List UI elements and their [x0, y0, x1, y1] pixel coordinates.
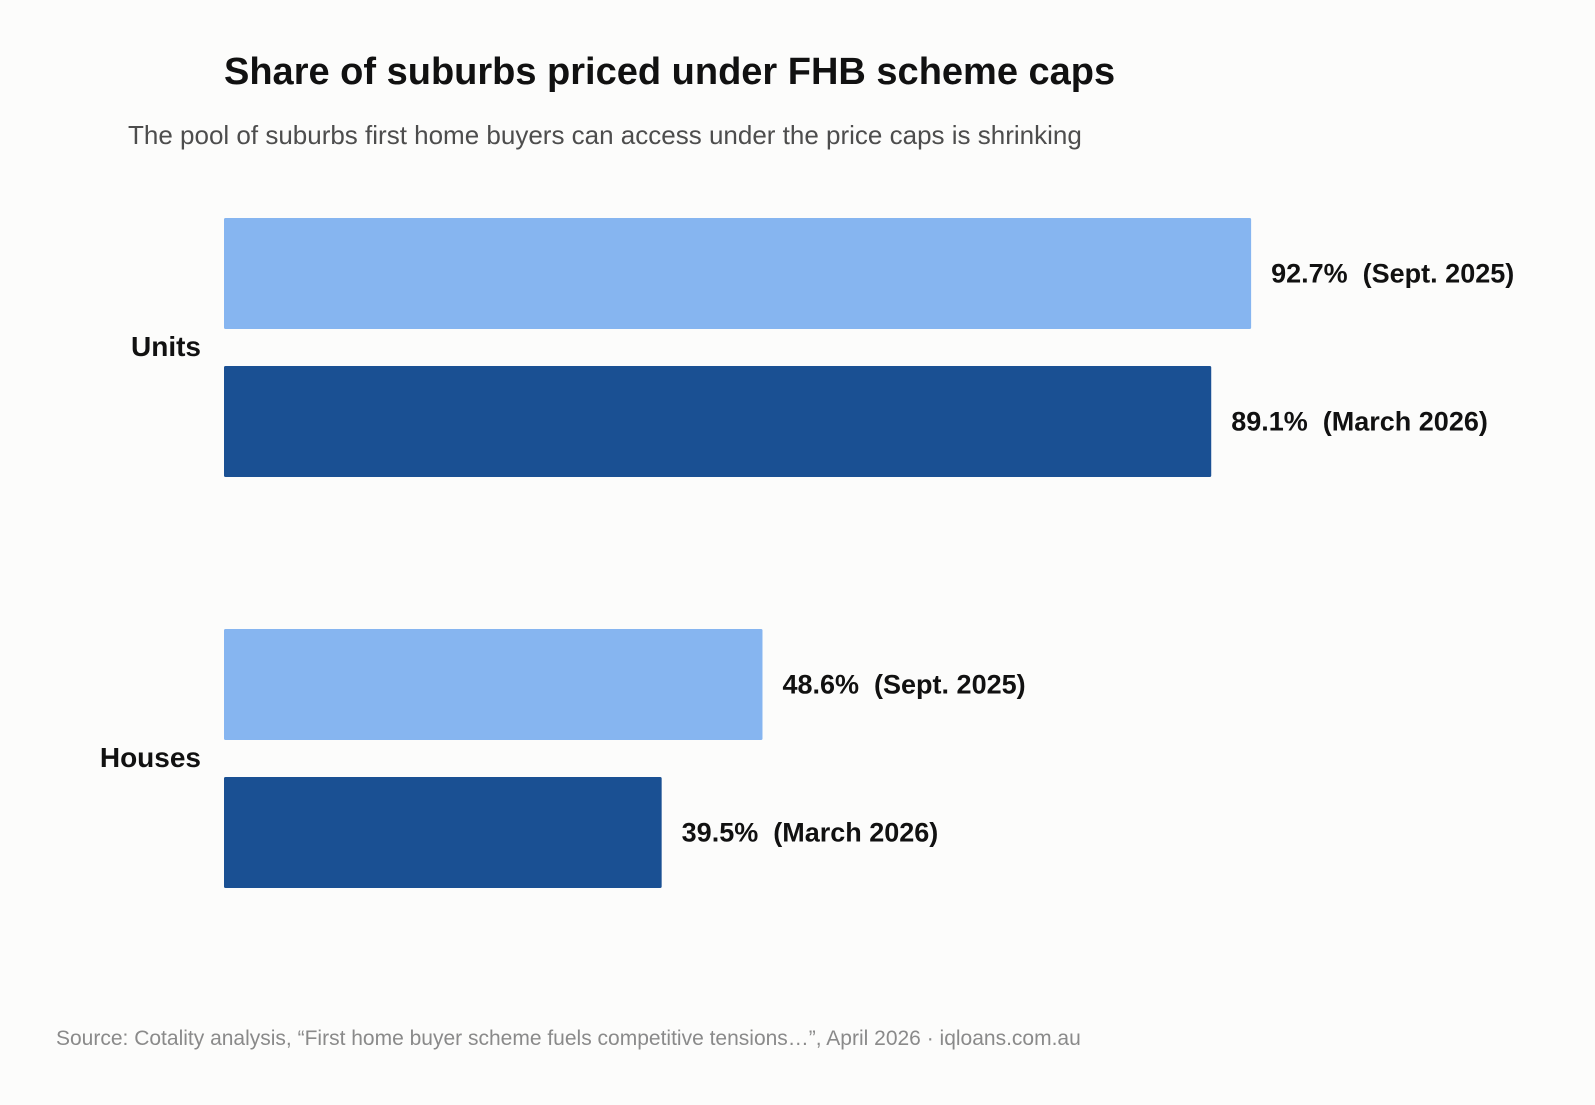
bar-houses-sept-2025 [224, 629, 763, 740]
category-label-houses: Houses [100, 742, 201, 773]
bars-layer [224, 218, 1252, 888]
bar-units-sept-2025 [224, 218, 1252, 329]
source-note: Source: Cotality analysis, “First home b… [56, 1027, 1081, 1050]
value-label-houses-sept-2025: 48.6% (Sept. 2025) [782, 670, 1025, 700]
chart-subtitle: The pool of suburbs first home buyers ca… [128, 120, 1082, 150]
value-label-units-march-2026: 89.1% (March 2026) [1231, 407, 1488, 437]
value-labels-layer: 92.7% (Sept. 2025) 89.1% (March 2026) 48.6… [682, 259, 1515, 848]
value-label-houses-march-2026: 39.5% (March 2026) [682, 818, 939, 848]
value-label-units-sept-2025: 92.7% (Sept. 2025) [1271, 259, 1514, 289]
category-label-units: Units [131, 331, 201, 362]
chart-title: Share of suburbs priced under FHB scheme… [224, 51, 1115, 93]
bar-units-march-2026 [224, 366, 1212, 477]
bar-houses-march-2026 [224, 777, 662, 888]
